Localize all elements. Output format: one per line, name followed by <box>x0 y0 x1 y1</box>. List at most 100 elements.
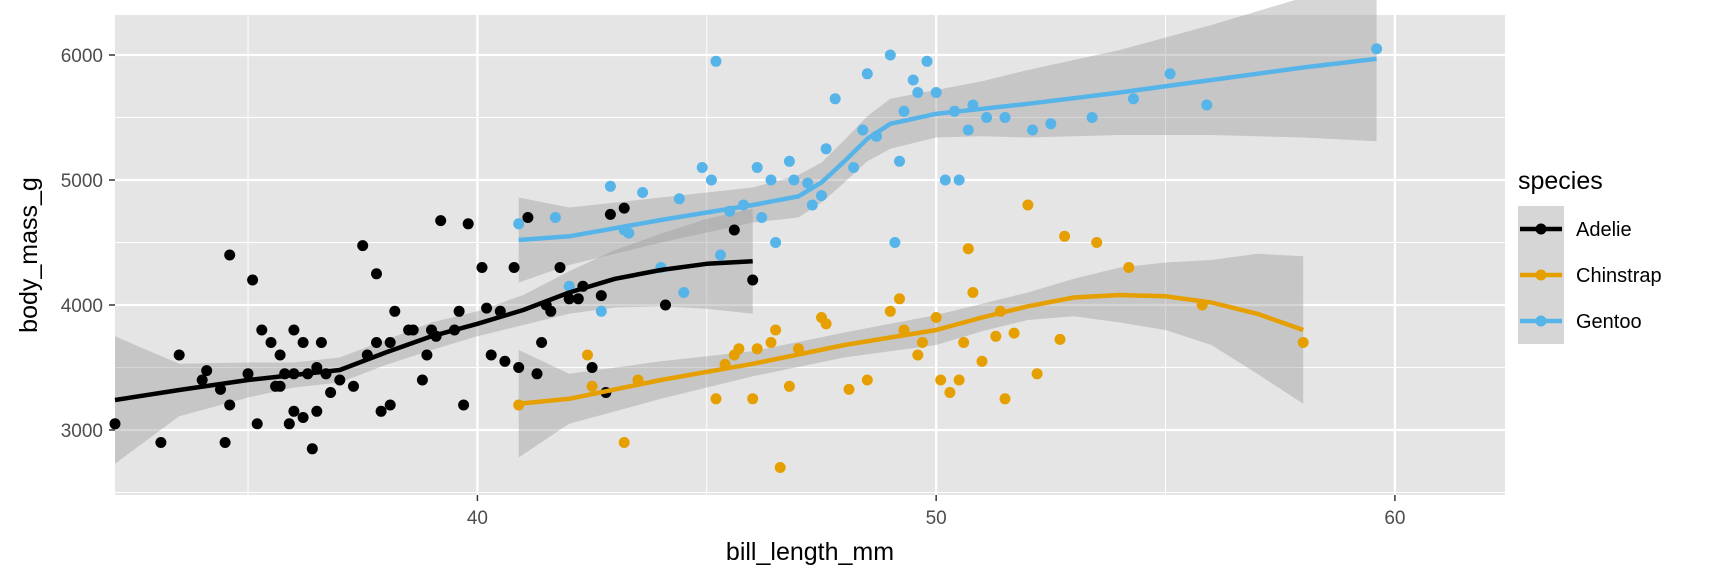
data-point-adelie <box>389 305 401 317</box>
data-point-chinstrap <box>1054 333 1066 345</box>
data-point-gentoo <box>1086 112 1098 123</box>
data-point-chinstrap <box>935 374 947 386</box>
data-point-adelie <box>306 443 318 455</box>
data-point-adelie <box>453 305 465 317</box>
data-point-gentoo <box>549 212 561 223</box>
data-point-adelie <box>219 437 231 448</box>
data-point-gentoo <box>848 162 860 173</box>
data-point-adelie <box>554 262 566 273</box>
data-point-chinstrap <box>582 349 593 361</box>
axes: 40 50 60 3000 4000 5000 6000 <box>61 46 1406 529</box>
data-point-gentoo <box>1027 124 1038 136</box>
data-point-adelie <box>375 405 387 417</box>
data-point-chinstrap <box>733 343 745 355</box>
x-tick-label: 50 <box>926 508 947 529</box>
legend-keys: Adelie Chinstrap Gentoo <box>1518 206 1662 344</box>
data-point-chinstrap <box>1031 368 1043 380</box>
data-point-adelie <box>325 387 337 398</box>
data-point-adelie <box>224 249 236 261</box>
data-point-chinstrap <box>912 349 924 361</box>
data-point-adelie <box>288 405 300 417</box>
data-point-chinstrap <box>999 393 1011 405</box>
data-point-gentoo <box>898 105 910 117</box>
data-point-chinstrap <box>861 374 873 386</box>
data-point-chinstrap <box>962 243 974 255</box>
data-point-gentoo <box>1127 93 1139 105</box>
y-tick-label: 4000 <box>61 296 103 317</box>
data-point-chinstrap <box>1008 327 1020 339</box>
data-point-gentoo <box>884 49 896 61</box>
data-point-adelie <box>462 218 474 230</box>
data-point-chinstrap <box>884 305 896 317</box>
data-point-chinstrap <box>820 318 832 330</box>
data-point-gentoo <box>802 177 814 189</box>
data-point-gentoo <box>953 174 965 186</box>
data-point-adelie <box>265 337 277 348</box>
data-point-adelie <box>485 349 497 361</box>
data-point-adelie <box>256 324 268 336</box>
data-point-adelie <box>416 374 428 386</box>
data-point-adelie <box>251 418 263 430</box>
data-point-chinstrap <box>1091 237 1103 248</box>
data-point-gentoo <box>1201 99 1213 111</box>
data-point-adelie <box>407 324 419 336</box>
data-point-gentoo <box>999 112 1011 123</box>
data-point-chinstrap <box>930 312 942 323</box>
data-point-chinstrap <box>783 380 795 392</box>
data-point-gentoo <box>705 174 717 186</box>
data-point-adelie <box>297 337 309 348</box>
data-point-chinstrap <box>976 355 988 367</box>
data-point-gentoo <box>921 55 933 67</box>
data-point-chinstrap <box>618 437 630 448</box>
data-point-chinstrap <box>765 337 777 348</box>
data-point-gentoo <box>820 143 832 155</box>
smooth-line-chinstrap <box>518 292 1304 407</box>
x-tick-label: 60 <box>1384 508 1405 529</box>
data-point-gentoo <box>806 199 818 211</box>
data-points <box>109 43 1383 473</box>
data-point-adelie <box>545 305 557 317</box>
data-point-chinstrap <box>1297 337 1309 348</box>
data-point-adelie <box>173 349 185 361</box>
data-point-gentoo <box>912 87 924 98</box>
data-point-adelie <box>224 399 236 411</box>
data-point-gentoo <box>894 155 905 167</box>
data-point-chinstrap <box>1022 199 1034 211</box>
data-point-chinstrap <box>944 387 956 398</box>
data-point-gentoo <box>715 249 726 261</box>
data-point-adelie <box>311 405 323 417</box>
data-point-gentoo <box>783 155 795 167</box>
data-point-adelie <box>531 368 543 380</box>
data-point-adelie <box>201 365 213 377</box>
data-point-adelie <box>371 268 382 280</box>
data-point-adelie <box>522 212 534 223</box>
legend-point-adelie <box>1535 223 1547 235</box>
data-point-gentoo <box>710 55 722 67</box>
data-point-adelie <box>297 412 309 423</box>
data-point-adelie <box>586 362 598 373</box>
data-point-gentoo <box>637 187 649 198</box>
data-point-gentoo <box>765 174 777 186</box>
data-point-gentoo <box>604 180 616 192</box>
data-point-gentoo <box>1164 68 1176 80</box>
data-point-gentoo <box>595 305 607 317</box>
data-point-chinstrap <box>958 337 970 348</box>
data-point-adelie <box>274 349 286 361</box>
data-point-chinstrap <box>967 287 979 298</box>
data-point-adelie <box>536 337 548 348</box>
y-tick-label: 5000 <box>61 171 103 192</box>
data-point-adelie <box>283 418 295 430</box>
data-point-gentoo <box>696 162 708 173</box>
data-point-gentoo <box>829 93 841 105</box>
smooth-line-gentoo <box>518 56 1377 243</box>
data-point-gentoo <box>623 227 635 239</box>
data-point-chinstrap <box>894 293 905 305</box>
data-point-chinstrap <box>586 380 598 392</box>
data-point-gentoo <box>930 87 942 98</box>
data-point-gentoo <box>1371 43 1383 55</box>
data-point-adelie <box>384 337 396 348</box>
data-point-gentoo <box>981 112 993 123</box>
data-point-adelie <box>421 349 433 361</box>
smooth-lines <box>114 56 1377 407</box>
